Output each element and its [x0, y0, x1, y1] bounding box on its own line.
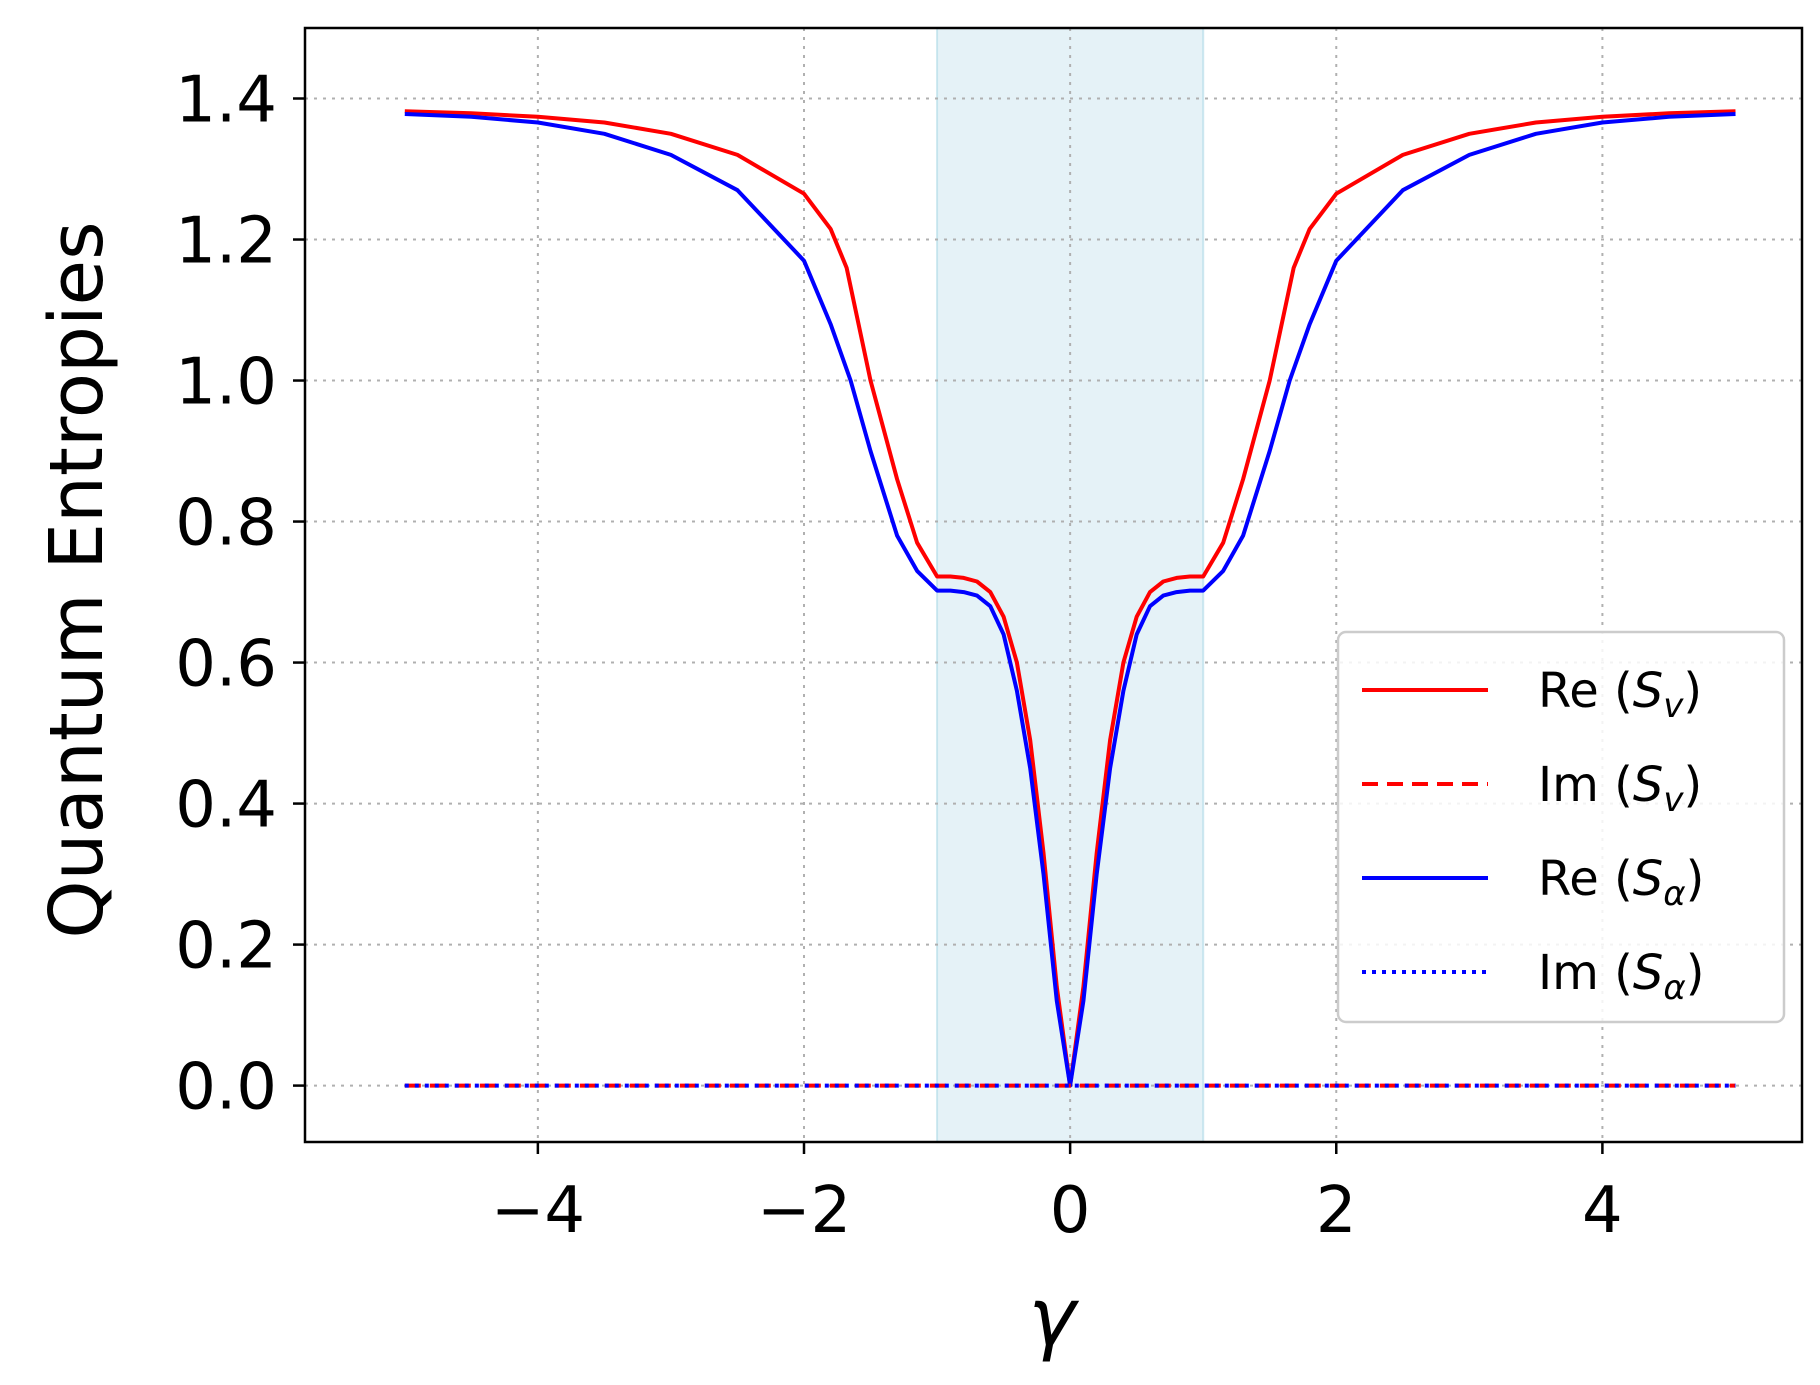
y-tick-label: 1.4 [175, 64, 277, 138]
y-axis-label: Quantum Entropies [34, 221, 120, 938]
y-tick-label: 1.0 [175, 346, 277, 420]
legend-box [1336, 630, 1786, 1024]
series-layer [404, 109, 1736, 1088]
legend: Re (Sv) Im (Sv) Re (Sα) Im (Sα) [1336, 630, 1786, 1024]
y-tick-label: 0.6 [175, 628, 277, 702]
tick-layer: −4 −2 0 2 4 0.0 0.2 0.4 0.6 0.8 1.0 1.2 1.4 [175, 64, 1623, 1248]
x-tick-label: −2 [757, 1174, 851, 1248]
y-tick-label: 0.2 [175, 910, 277, 984]
x-axis-label: γ [1028, 1271, 1079, 1364]
x-tick-label: 2 [1316, 1174, 1357, 1248]
y-tick-label: 0.0 [175, 1051, 277, 1125]
y-tick-label: 0.4 [175, 769, 277, 843]
legend-label: Im (Sα) [1538, 945, 1705, 1008]
x-tick-label: 0 [1050, 1174, 1091, 1248]
y-tick-label: 1.2 [175, 205, 277, 279]
legend-label: Re (Sv) [1538, 663, 1702, 726]
legend-label: Im (Sv) [1538, 757, 1702, 820]
y-tick-label: 0.8 [175, 487, 277, 561]
legend-label: Re (Sα) [1538, 851, 1704, 914]
plot-frame [303, 26, 1804, 1144]
x-tick-label: 4 [1582, 1174, 1623, 1248]
x-tick-label: −4 [491, 1174, 585, 1248]
